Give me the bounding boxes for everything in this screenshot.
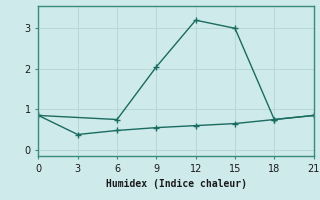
X-axis label: Humidex (Indice chaleur): Humidex (Indice chaleur) [106,179,246,189]
